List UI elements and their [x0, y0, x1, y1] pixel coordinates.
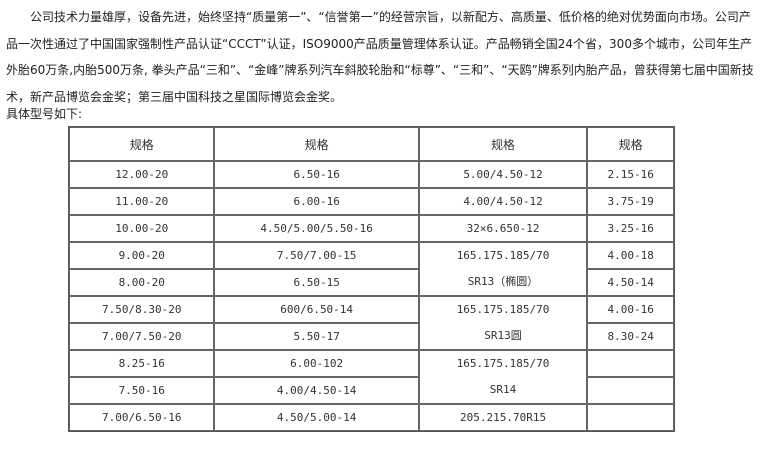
spec-cell: 8.30-24	[587, 323, 674, 350]
spec-cell: 600/6.50-14	[214, 296, 419, 323]
intro-paragraph: 公司技术力量雄厚，设备先进，始终坚持“质量第一”、“信誉第一”的经营宗旨，以新配…	[6, 4, 756, 110]
spec-cell: 6.00-102	[214, 350, 419, 377]
spec-cell: 10.00-20	[69, 215, 215, 242]
spec-cell: 4.00/4.50-12	[418, 188, 588, 215]
spec-cell: 9.00-20	[69, 242, 215, 269]
spec-line: 165.175.185/70	[456, 357, 550, 370]
spec-cell: 2.15-16	[587, 161, 674, 188]
spec-cell: 7.50/8.30-20	[69, 296, 215, 323]
spec-cell: 3.75-19	[587, 188, 674, 215]
model-list-heading: 具体型号如下:	[6, 107, 83, 121]
table-header-row: 规格 规格 规格 规格	[69, 127, 674, 161]
spec-cell	[587, 377, 674, 404]
spec-cell: 4.50/5.00/5.50-16	[214, 215, 419, 242]
table-row: 11.00-20 6.00-16 4.00/4.50-12 3.75-19	[69, 188, 674, 215]
spec-cell: 8.00-20	[69, 269, 215, 296]
table-row: 7.00/7.50-20 5.50-17 8.30-24	[69, 323, 674, 350]
spec-cell: 7.00/6.50-16	[69, 404, 215, 431]
table-row: 7.50/8.30-20 600/6.50-14 165.175.185/70 S…	[69, 296, 674, 350]
table-row: 8.25-16 6.00-102 165.175.185/70 SR14	[69, 350, 674, 404]
spec-cell: 3.25-16	[587, 215, 674, 242]
spec-cell: 12.00-20	[69, 161, 215, 188]
spec-cell: 205.215.70R15	[418, 404, 588, 431]
spec-cell: 7.00/7.50-20	[69, 323, 215, 350]
table-row: 9.00-20 7.50/7.00-15 165.175.185/70 SR13（…	[69, 242, 674, 296]
spec-cell-merged: 165.175.185/70 SR13（椭圆）	[418, 242, 588, 296]
spec-cell	[587, 350, 674, 377]
spec-cell: 8.25-16	[69, 350, 215, 377]
header-cell: 规格	[587, 127, 674, 161]
spec-cell: 4.00-18	[587, 242, 674, 269]
header-cell: 规格	[69, 127, 215, 161]
spec-cell: 11.00-20	[69, 188, 215, 215]
intro-text: 公司技术力量雄厚，设备先进，始终坚持“质量第一”、“信誉第一”的经营宗旨，以新配…	[6, 10, 754, 104]
spec-line: 165.175.185/70	[456, 249, 550, 262]
spec-cell: 4.50-14	[587, 269, 674, 296]
spec-cell-merged: 165.175.185/70 SR13圆	[418, 296, 588, 350]
spec-cell: 7.50-16	[69, 377, 215, 404]
spec-cell: 6.00-16	[214, 188, 419, 215]
spec-cell: 32×6.650-12	[418, 215, 588, 242]
spec-cell: 5.00/4.50-12	[418, 161, 588, 188]
spec-line: SR13（椭圆）	[467, 275, 539, 288]
spec-cell	[587, 404, 674, 431]
table-row: 7.00/6.50-16 4.50/5.00-14 205.215.70R15	[69, 404, 674, 431]
spec-cell: 6.50-16	[214, 161, 419, 188]
header-cell: 规格	[418, 127, 588, 161]
table-row: 8.00-20 6.50-15 4.50-14	[69, 269, 674, 296]
spec-cell-merged: 165.175.185/70 SR14	[418, 350, 588, 404]
spec-cell: 6.50-15	[214, 269, 419, 296]
table-row: 10.00-20 4.50/5.00/5.50-16 32×6.650-12 3…	[69, 215, 674, 242]
table-row: 12.00-20 6.50-16 5.00/4.50-12 2.15-16	[69, 161, 674, 188]
spec-cell: 4.00/4.50-14	[214, 377, 419, 404]
spec-line: 165.175.185/70	[456, 303, 550, 316]
spec-cell: 4.50/5.00-14	[214, 404, 419, 431]
spec-line: SR14	[489, 383, 517, 396]
spec-line: SR13圆	[484, 329, 522, 342]
spec-cell: 4.00-16	[587, 296, 674, 323]
spec-cell: 5.50-17	[214, 323, 419, 350]
spec-cell: 7.50/7.00-15	[214, 242, 419, 269]
tire-spec-table: 规格 规格 规格 规格 12.00-20 6.50-16 5.00/4.50-1…	[68, 126, 675, 432]
header-cell: 规格	[214, 127, 419, 161]
table-row: 7.50-16 4.00/4.50-14	[69, 377, 674, 404]
